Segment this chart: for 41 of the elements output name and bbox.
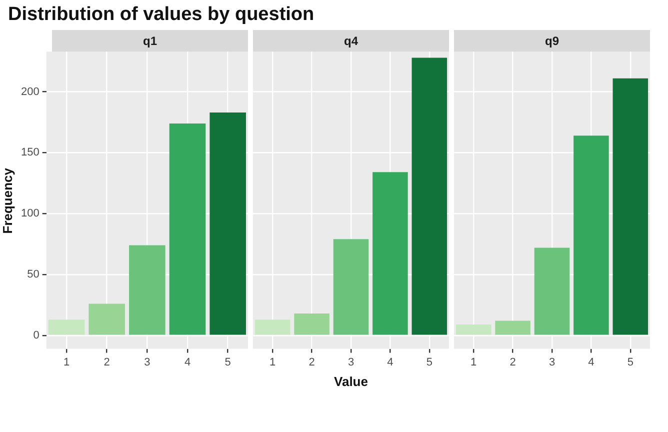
bar [254, 320, 290, 336]
bar [333, 240, 369, 336]
x-tick-label: 3 [548, 356, 556, 369]
y-tick-label: 0 [33, 330, 40, 342]
x-tick-label: 1 [270, 356, 276, 369]
chart-subtitle: q9 [454, 30, 650, 52]
chart-subtitle: q1 [52, 30, 248, 52]
x-tick-label: 1 [470, 356, 477, 369]
bar [612, 78, 648, 336]
bar [88, 304, 125, 336]
x-tick-label: 5 [224, 356, 231, 369]
x-tick-label: 2 [104, 356, 110, 369]
x-tick-label: 5 [627, 356, 634, 369]
bar [210, 112, 246, 336]
bar [534, 248, 570, 336]
x-tick-label: 2 [510, 356, 516, 369]
y-tick-label: 200 [20, 86, 40, 98]
chart-title: Distribution of values by question [8, 4, 316, 27]
x-tick-label: 2 [308, 356, 315, 369]
y-tick-label: 50 [27, 268, 40, 281]
x-tick-label: 4 [184, 356, 191, 369]
bar [48, 320, 85, 336]
x-axis-title: Value [333, 374, 369, 390]
bar [129, 246, 166, 336]
x-tick-label: 3 [144, 356, 150, 369]
x-tick-label: 5 [426, 356, 432, 369]
x-tick-label: 4 [588, 356, 594, 369]
y-axis-title: Frequency [0, 168, 16, 234]
bar [574, 136, 609, 336]
x-tick-label: 1 [63, 356, 70, 369]
chart-subtitle: q4 [253, 30, 449, 52]
x-tick-label: 3 [348, 356, 354, 369]
bar [169, 124, 206, 336]
bar [372, 172, 408, 336]
bar [294, 314, 330, 336]
y-tick-label: 150 [20, 147, 40, 160]
y-tick-label: 100 [20, 208, 40, 220]
x-tick-label: 4 [387, 356, 394, 369]
bar [456, 324, 492, 336]
bar [412, 58, 448, 336]
bar [495, 321, 530, 336]
